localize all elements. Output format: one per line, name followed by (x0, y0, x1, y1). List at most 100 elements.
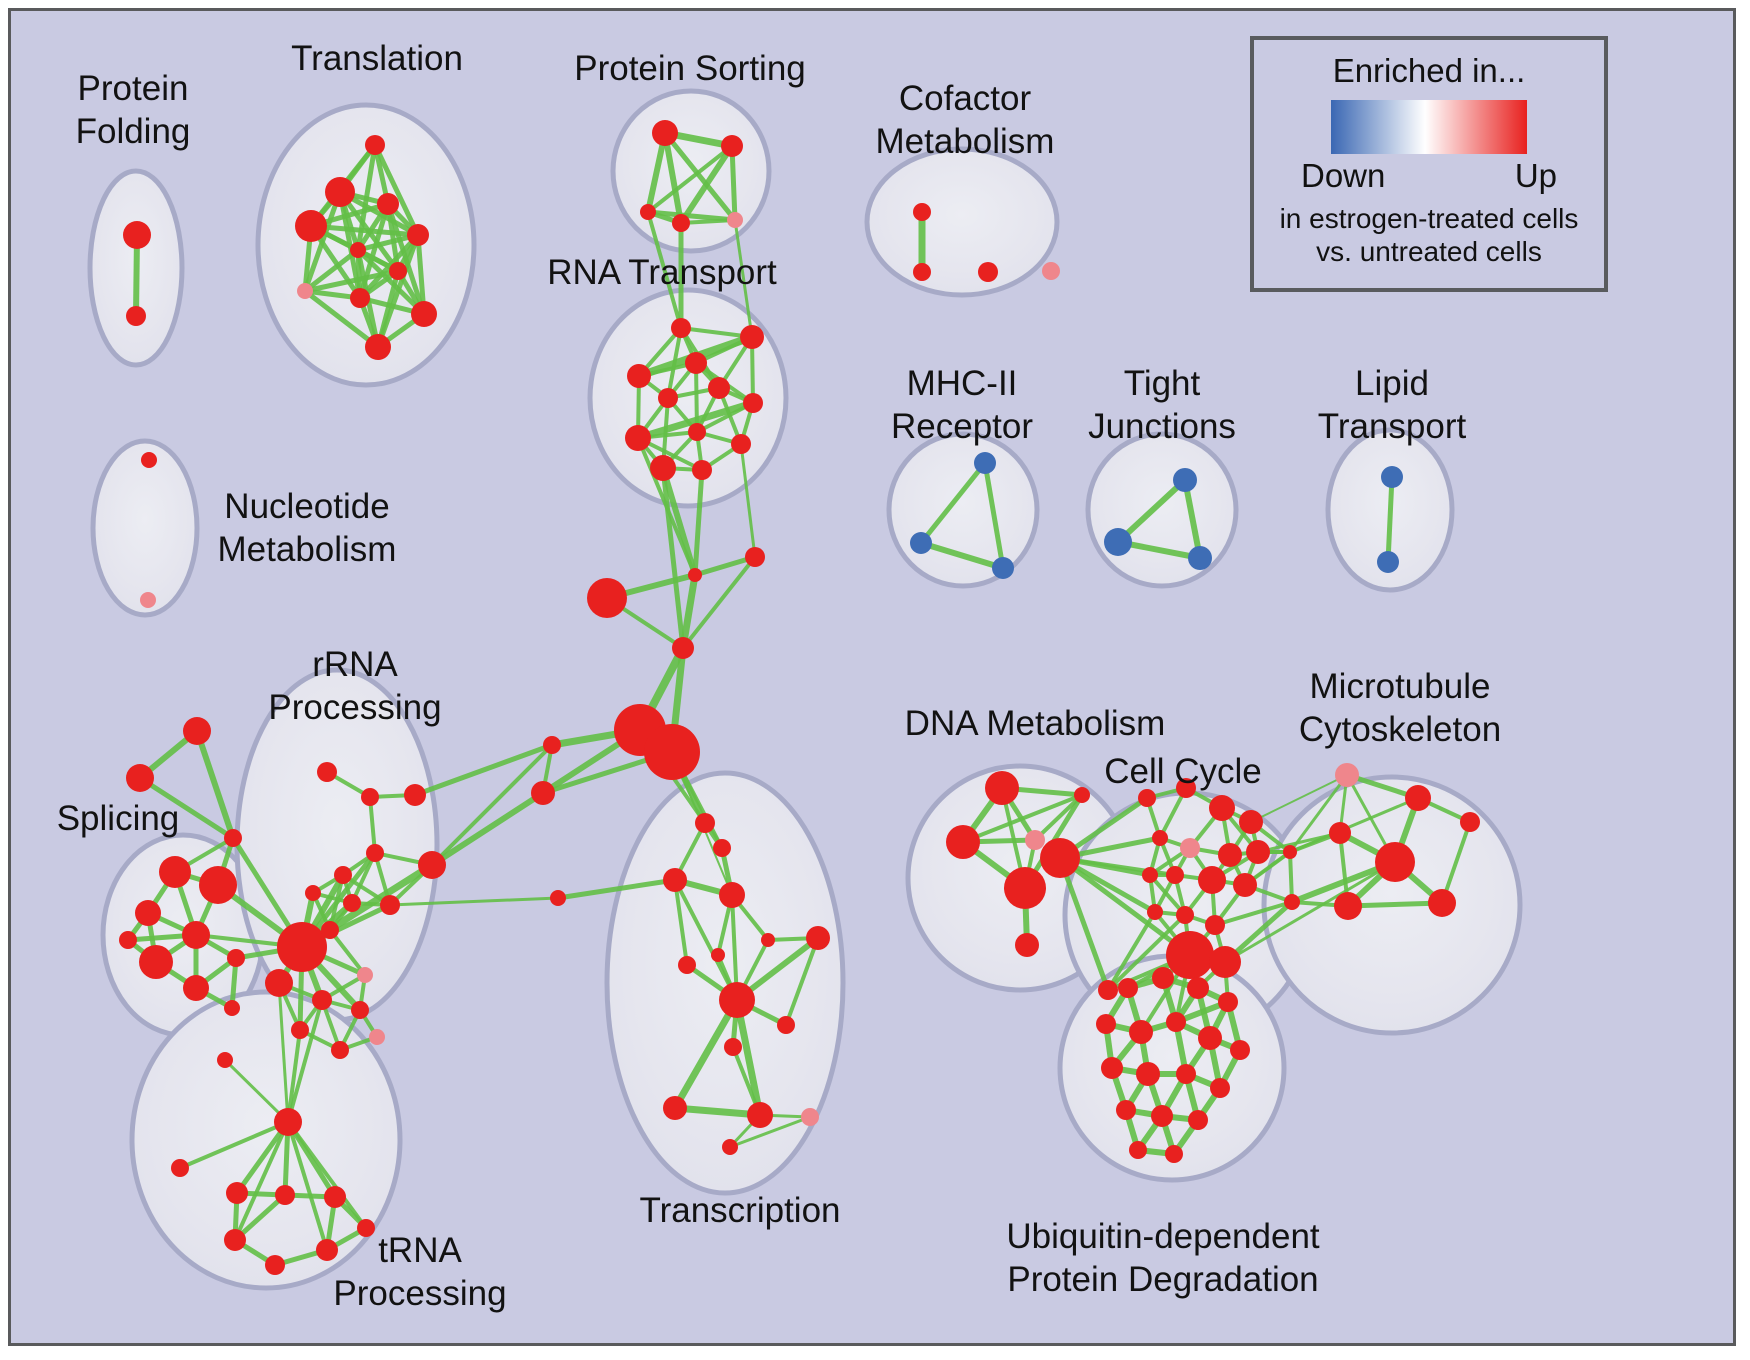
translation-node-7[interactable] (297, 283, 313, 299)
transcription-node-2[interactable] (663, 868, 687, 892)
trna-processing-node-3[interactable] (275, 1185, 295, 1205)
cell-cycle-node-18[interactable] (1209, 946, 1241, 978)
dna-metabolism-node-3[interactable] (1025, 830, 1045, 850)
rrna-processing-node-3[interactable] (404, 784, 426, 806)
dna-metabolism-node-0[interactable] (985, 771, 1019, 805)
splicing-node-11[interactable] (224, 1000, 240, 1016)
translation-node-0[interactable] (365, 135, 385, 155)
microtubule-node-6[interactable] (1428, 889, 1456, 917)
ubiquitin-node-14[interactable] (1151, 1105, 1173, 1127)
rrna-processing-node-5[interactable] (334, 866, 352, 884)
rrna-processing-node-16[interactable] (291, 1021, 309, 1039)
rna-transport-node-8[interactable] (625, 425, 651, 451)
splicing-node-5[interactable] (135, 900, 161, 926)
protein-folding-node-0[interactable] (123, 221, 151, 249)
dna-metabolism-node-2[interactable] (1074, 787, 1090, 803)
cell-cycle-node-15[interactable] (1176, 906, 1194, 924)
transcription-node-11[interactable] (663, 1096, 687, 1120)
splicing-node-9[interactable] (227, 949, 245, 967)
ubiquitin-node-16[interactable] (1129, 1141, 1147, 1159)
microtubule-node-5[interactable] (1334, 892, 1362, 920)
rrna-processing-node-15[interactable] (331, 1041, 349, 1059)
trna-processing-node-2[interactable] (226, 1182, 248, 1204)
splicing-node-0[interactable] (183, 717, 211, 745)
nucleotide-metabolism-node-0[interactable] (141, 452, 157, 468)
rna-transport-node-3[interactable] (627, 364, 651, 388)
translation-node-6[interactable] (389, 262, 407, 280)
cell-cycle-node-19[interactable] (1283, 845, 1297, 859)
splicing-node-2[interactable] (224, 829, 242, 847)
rrna-processing-node-17[interactable] (265, 969, 293, 997)
cell-cycle-node-9[interactable] (1246, 840, 1270, 864)
connectors-node-7[interactable] (531, 781, 555, 805)
nucleotide-metabolism-node-1[interactable] (140, 592, 156, 608)
splicing-node-8[interactable] (183, 975, 209, 1001)
rrna-processing-node-12[interactable] (312, 990, 332, 1010)
rrna-processing-node-8[interactable] (343, 894, 361, 912)
rrna-processing-node-10[interactable] (321, 921, 339, 939)
ubiquitin-node-11[interactable] (1176, 1064, 1196, 1084)
microtubule-node-3[interactable] (1329, 822, 1351, 844)
rna-transport-node-10[interactable] (650, 455, 676, 481)
ubiquitin-node-8[interactable] (1230, 1040, 1250, 1060)
cell-cycle-node-16[interactable] (1205, 915, 1225, 935)
tight-junctions-node-0[interactable] (1173, 468, 1197, 492)
ubiquitin-node-7[interactable] (1198, 1026, 1222, 1050)
cell-cycle-node-14[interactable] (1147, 904, 1163, 920)
trna-processing-node-5[interactable] (224, 1229, 246, 1251)
splicing-node-1[interactable] (126, 764, 154, 792)
transcription-node-9[interactable] (777, 1016, 795, 1034)
rrna-processing-node-4[interactable] (366, 844, 384, 862)
ubiquitin-node-1[interactable] (1152, 967, 1174, 989)
cell-cycle-node-8[interactable] (1218, 843, 1242, 867)
rrna-processing-node-13[interactable] (351, 1001, 369, 1019)
connectors-node-5[interactable] (644, 724, 700, 780)
trna-processing-node-1[interactable] (171, 1159, 189, 1177)
microtubule-node-2[interactable] (1460, 812, 1480, 832)
connectors-node-2[interactable] (745, 547, 765, 567)
trna-processing-node-0[interactable] (274, 1108, 302, 1136)
protein-sorting-node-2[interactable] (640, 204, 656, 220)
transcription-node-6[interactable] (678, 956, 696, 974)
transcription-node-10[interactable] (724, 1038, 742, 1056)
ubiquitin-node-13[interactable] (1116, 1100, 1136, 1120)
rrna-processing-node-1[interactable] (317, 762, 337, 782)
dna-metabolism-node-1[interactable] (946, 825, 980, 859)
transcription-node-7[interactable] (806, 926, 830, 950)
transcription-node-8[interactable] (719, 982, 755, 1018)
connectors-node-0[interactable] (587, 578, 627, 618)
rna-transport-node-9[interactable] (731, 434, 751, 454)
dna-metabolism-node-4[interactable] (1004, 867, 1046, 909)
cofactor-metabolism-node-0[interactable] (913, 203, 931, 221)
cell-cycle-node-4[interactable] (1209, 795, 1235, 821)
lipid-transport-node-0[interactable] (1381, 466, 1403, 488)
rna-transport-node-4[interactable] (708, 377, 730, 399)
microtubule-node-1[interactable] (1405, 785, 1431, 811)
translation-node-3[interactable] (295, 210, 327, 242)
protein-sorting-node-3[interactable] (672, 214, 690, 232)
connectors-node-8[interactable] (550, 890, 566, 906)
rrna-processing-node-2[interactable] (361, 788, 379, 806)
cell-cycle-node-11[interactable] (1166, 866, 1184, 884)
transcription-node-3[interactable] (719, 882, 745, 908)
splicing-node-10[interactable] (119, 931, 137, 949)
transcription-node-1[interactable] (713, 839, 731, 857)
cell-cycle-node-13[interactable] (1233, 873, 1257, 897)
microtubule-node-0[interactable] (1335, 763, 1359, 787)
trna-processing-node-6[interactable] (265, 1255, 285, 1275)
rrna-processing-node-9[interactable] (380, 895, 400, 915)
connectors-node-3[interactable] (672, 637, 694, 659)
transcription-node-4[interactable] (761, 933, 775, 947)
ubiquitin-node-12[interactable] (1210, 1078, 1230, 1098)
mhc2-receptor-node-1[interactable] (910, 532, 932, 554)
rrna-processing-node-0[interactable] (277, 922, 327, 972)
ubiquitin-node-9[interactable] (1101, 1057, 1123, 1079)
rna-transport-node-0[interactable] (671, 318, 691, 338)
microtubule-node-4[interactable] (1375, 842, 1415, 882)
dna-metabolism-node-5[interactable] (1015, 933, 1039, 957)
cell-cycle-node-5[interactable] (1239, 810, 1263, 834)
trna-processing-node-4[interactable] (324, 1186, 346, 1208)
rna-transport-node-11[interactable] (692, 460, 712, 480)
cell-cycle-node-6[interactable] (1152, 830, 1168, 846)
protein-folding-node-1[interactable] (126, 306, 146, 326)
